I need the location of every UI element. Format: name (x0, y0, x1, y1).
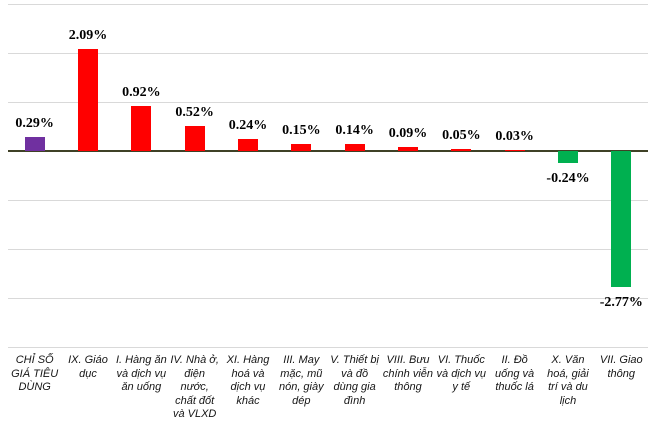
category-label-7: VIII. Bưu chính viễn thông (382, 354, 434, 393)
category-label-3: IV. Nhà ở, điện nước, chất đốt và VLXD (170, 354, 219, 420)
value-label-11: -2.77% (599, 294, 643, 310)
bar-8 (451, 148, 472, 151)
category-label-11: VII. Giao thông (599, 354, 643, 380)
gridline--2pct (8, 249, 648, 250)
gridline-3pct (8, 4, 648, 5)
bar-4 (238, 139, 258, 151)
category-label-0: CHỈ SỐ GIÁ TIÊU DÙNG (11, 354, 59, 393)
bar-1 (78, 48, 98, 151)
bar-11 (611, 151, 632, 287)
value-label-4: 0.24% (228, 118, 268, 134)
value-label-0: 0.29% (15, 115, 54, 131)
value-label-2: 0.92% (122, 84, 161, 100)
value-label-1: 2.09% (68, 27, 108, 43)
category-label-10: X. Văn hoá, giải trí và du lịch (547, 354, 589, 407)
x-axis-category-labels: CHỈ SỐ GIÁ TIÊU DÙNG IX. Giáo dục I. Hàng … (8, 354, 648, 422)
bar-2 (131, 105, 152, 151)
value-label-7: 0.09% (388, 125, 428, 141)
zero-axis-line (8, 150, 648, 152)
bar-3 (184, 125, 205, 151)
gridline--3pct (8, 298, 648, 299)
category-label-2: I. Hàng ăn và dịch vụ ăn uống (115, 354, 167, 393)
gridline-1pct (8, 102, 648, 103)
value-label-3: 0.52% (175, 104, 214, 120)
category-label-5: III. May mặc, mũ nón, giày dép (278, 354, 324, 407)
gridline--1pct (8, 200, 648, 201)
bar-10 (558, 151, 578, 163)
category-label-8: VI. Thuốc và dịch vụ y tế (436, 354, 487, 393)
value-label-8: 0.05% (442, 127, 481, 143)
bar-0 (24, 136, 45, 151)
bar-5 (291, 143, 312, 151)
category-label-9: II. Đồ uống và thuốc lá (495, 354, 535, 393)
bar-7 (398, 146, 418, 151)
category-label-4: XI. Hàng hoá và dịch vụ khác (226, 354, 270, 407)
bar-9 (504, 149, 525, 151)
bar-6 (344, 144, 365, 151)
value-label-9: 0.03% (495, 128, 534, 144)
gridline--4pct (8, 347, 648, 348)
value-label-10: -0.24% (546, 170, 590, 186)
category-label-6: V. Thiết bị và đồ dùng gia đình (330, 354, 379, 407)
category-label-1: IX. Giáo dục (68, 354, 108, 380)
gridline-2pct (8, 53, 648, 54)
value-label-6: 0.14% (335, 123, 374, 139)
value-label-5: 0.15% (282, 122, 321, 138)
